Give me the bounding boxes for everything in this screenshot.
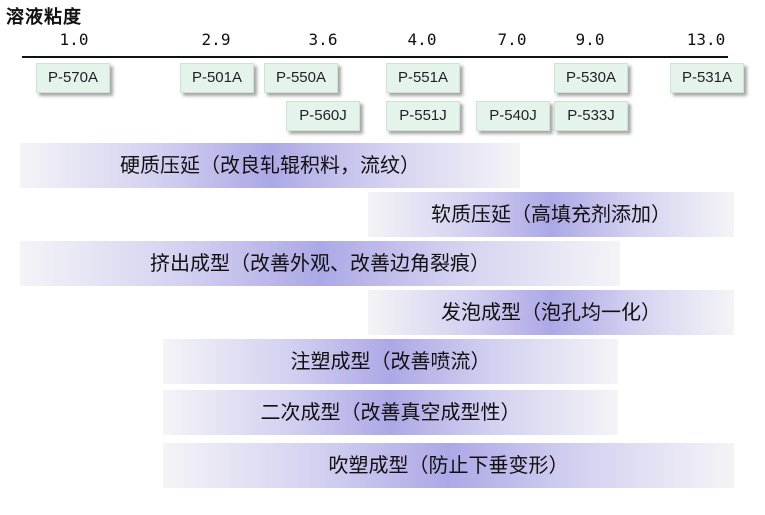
tick-label: 9.0 — [575, 30, 605, 49]
tick-label: 13.0 — [686, 30, 726, 49]
grade-p-531a: P-531A — [670, 63, 744, 93]
tick-label: 4.0 — [407, 30, 437, 49]
chart-title: 溶液粘度 — [6, 7, 82, 28]
band-extrusion: 挤出成型（改善外观、改善边角裂痕） — [20, 241, 620, 286]
grade-p-551j: P-551J — [386, 101, 460, 131]
grade-p-570a: P-570A — [36, 63, 110, 93]
band-blow-molding: 吹塑成型（防止下垂变形） — [163, 443, 734, 488]
tick-label: 3.6 — [308, 30, 338, 49]
grade-p-550a: P-550A — [264, 63, 338, 93]
band-soft-calendering: 软质压延（高填充剂添加） — [368, 192, 734, 237]
tick-label: 1.0 — [59, 30, 89, 49]
grade-p-560j: P-560J — [286, 101, 360, 131]
band-foaming: 发泡成型（泡孔均一化） — [368, 290, 734, 335]
axis-line — [22, 56, 728, 58]
grade-p-530a: P-530A — [554, 63, 628, 93]
tick-label: 2.9 — [201, 30, 231, 49]
grade-p-540j: P-540J — [476, 101, 550, 131]
grade-p-533j: P-533J — [554, 101, 628, 131]
tick-label: 7.0 — [497, 30, 527, 49]
grade-p-551a: P-551A — [386, 63, 460, 93]
band-injection: 注塑成型（改善喷流） — [163, 339, 618, 384]
grade-p-501a: P-501A — [180, 63, 254, 93]
band-secondary-forming: 二次成型（改善真空成型性） — [163, 390, 618, 435]
band-hard-calendering: 硬质压延（改良轧辊积料，流纹） — [20, 143, 520, 188]
